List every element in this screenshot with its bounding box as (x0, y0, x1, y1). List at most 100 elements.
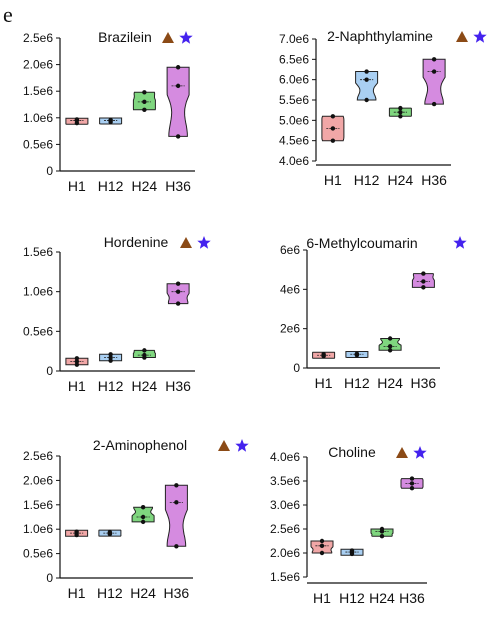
x-tick-label: H12 (97, 585, 123, 601)
data-point (74, 117, 80, 122)
y-tick-label: 1.0e6 (23, 111, 53, 125)
data-point (74, 362, 80, 367)
x-tick-label: H12 (339, 590, 365, 606)
x-tick-label: H24 (377, 375, 403, 391)
x-tick-label: H1 (324, 172, 342, 188)
y-tick-label: 2.5e6 (23, 449, 53, 463)
y-tick-label: 4.0e6 (270, 450, 300, 464)
data-point (142, 352, 147, 358)
data-point (330, 138, 336, 143)
data-point (431, 69, 437, 74)
y-tick-label: 1.5e6 (23, 498, 53, 512)
y-tick-label: 4.0e6 (279, 154, 309, 168)
y-tick-label: 4e6 (280, 282, 300, 296)
triangle-icon (396, 447, 408, 458)
chart-title: 6-Methylcoumarin (306, 235, 417, 251)
data-point (142, 348, 147, 353)
data-point (175, 83, 181, 89)
data-point (174, 544, 179, 549)
data-point (421, 285, 426, 290)
data-point (175, 134, 181, 139)
data-point (108, 358, 113, 363)
violin-H36 (164, 484, 188, 547)
x-tick-label: H1 (68, 178, 86, 194)
data-point (175, 281, 181, 286)
star-icon (197, 236, 211, 249)
data-point (142, 107, 147, 113)
data-point (175, 301, 181, 306)
y-tick-label: 2.0e6 (23, 473, 53, 487)
star-icon (473, 30, 487, 43)
data-point (321, 352, 326, 357)
y-tick-label: 1.5e6 (23, 245, 53, 259)
data-point (319, 543, 325, 548)
y-tick-label: 2.5e6 (270, 522, 300, 536)
data-point (108, 355, 113, 360)
y-tick-label: 1.0e6 (23, 522, 53, 536)
star-icon (179, 31, 193, 44)
chart-title: Brazilein (98, 29, 152, 45)
violin-chart-5: 2-Aminophenol 0 0.5e6 1.0e6 1.5e6 2.0e6 2.5e6 H… (23, 437, 249, 601)
data-point (409, 481, 415, 486)
y-tick-label: 0 (46, 571, 53, 585)
violin-chart-2: 2-Naphthylamine 4.0e6 4.5e6 5.0e6 5.5e6 6.0e6… (279, 28, 487, 188)
x-tick-label: H36 (399, 590, 425, 606)
data-point (409, 486, 415, 491)
data-point (421, 279, 426, 284)
y-tick-label: 0 (46, 164, 53, 178)
data-point (379, 534, 385, 539)
x-tick-label: H1 (68, 585, 86, 601)
data-point (330, 126, 336, 131)
data-point (319, 550, 325, 556)
data-point (349, 548, 355, 553)
data-point (398, 114, 403, 119)
y-tick-label: 2.0e6 (270, 546, 300, 560)
violin-H24 (131, 506, 155, 523)
x-tick-label: H12 (98, 178, 124, 194)
y-tick-label: 7.0e6 (279, 32, 309, 46)
data-point (142, 90, 147, 95)
data-point (140, 505, 146, 510)
data-point (330, 114, 336, 119)
data-point (364, 77, 369, 82)
x-tick-label: H36 (411, 375, 437, 391)
violin-chart-3: Hordenine 0 0.5e6 1.0e6 1.5e6 H1 H12 H24 H36 (23, 234, 211, 394)
x-tick-label: H1 (315, 375, 333, 391)
data-point (140, 519, 146, 525)
y-tick-label: 1.5e6 (23, 84, 53, 98)
y-tick-label: 3.0e6 (270, 498, 300, 512)
x-tick-label: H24 (130, 585, 156, 601)
data-point (398, 105, 403, 111)
data-point (421, 271, 426, 276)
x-tick-label: H1 (313, 590, 331, 606)
violin-H36 (422, 58, 446, 105)
triangle-icon (180, 237, 192, 248)
data-point (379, 526, 385, 532)
y-tick-label: 0.5e6 (23, 137, 53, 151)
star-icon (235, 439, 249, 452)
data-point (142, 99, 147, 105)
violin-H36 (166, 66, 190, 137)
y-tick-label: 5.0e6 (279, 113, 309, 127)
data-point (319, 538, 325, 544)
data-point (74, 529, 79, 534)
y-tick-label: 3.5e6 (270, 474, 300, 488)
violin-chart-6: Choline 1.5e6 2.0e6 2.5e6 3.0e6 3.5e6 4.0e6 H1 H… (270, 444, 427, 606)
chart-title: 2-Aminophenol (93, 437, 187, 453)
violin-H12 (355, 71, 379, 101)
data-point (409, 476, 415, 481)
x-tick-label: H36 (165, 178, 191, 194)
x-tick-label: H24 (132, 378, 158, 394)
data-point (398, 110, 403, 115)
triangle-icon (162, 32, 174, 43)
data-point (108, 352, 113, 357)
data-point (387, 344, 393, 349)
data-point (74, 356, 80, 361)
y-tick-label: 2e6 (280, 322, 300, 336)
x-tick-label: H36 (165, 378, 191, 394)
x-tick-label: H12 (98, 378, 124, 394)
y-tick-label: 5.5e6 (279, 93, 309, 107)
data-point (387, 348, 393, 353)
star-icon (413, 446, 427, 459)
violin-chart-4: 6-Methylcoumarin 0 2e6 4e6 6e6 H1 H12 H24 H36 (280, 235, 467, 391)
